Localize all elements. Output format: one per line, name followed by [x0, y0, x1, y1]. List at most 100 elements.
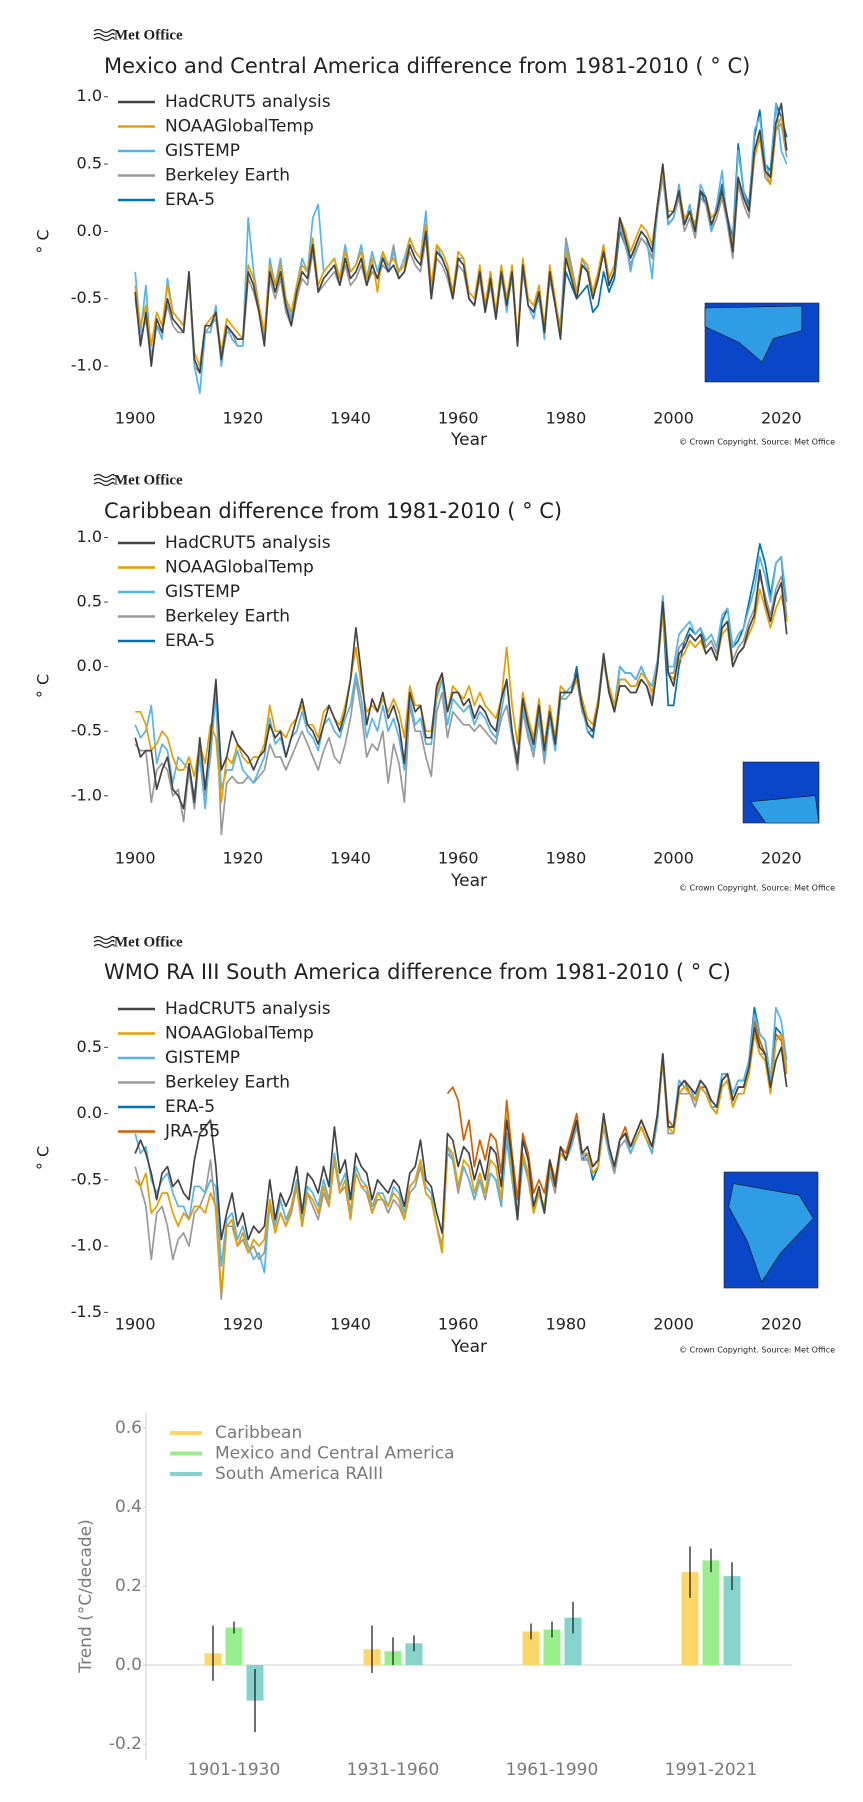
x-tick-label: 2020 — [761, 409, 802, 428]
logo-wave — [93, 935, 115, 941]
series-line — [134, 568, 788, 810]
logo-text: Met Office — [114, 934, 183, 950]
bar — [564, 1617, 582, 1666]
series-line — [134, 1026, 788, 1241]
map-land — [750, 795, 820, 824]
x-tick-label: 1900 — [115, 1315, 156, 1334]
x-tick-label: 1920 — [222, 1315, 263, 1334]
x-tick-label: 1920 — [222, 849, 263, 868]
x-tick-label: 1961-1990 — [506, 1760, 599, 1780]
y-axis-label: ° C — [34, 229, 53, 253]
y-tick-label: 1.0 — [77, 86, 102, 105]
x-tick-label: 1940 — [330, 1315, 371, 1334]
y-tick-label: 0.2 — [115, 1576, 142, 1596]
legend-label: NOAAGlobalTemp — [165, 558, 314, 578]
legend-label: GISTEMP — [165, 1048, 240, 1068]
x-tick-label: 1920 — [222, 409, 263, 428]
y-tick-label: 1.0 — [77, 527, 102, 546]
x-tick-label: 1960 — [438, 409, 479, 428]
logo: Met Office — [93, 27, 183, 43]
y-tick-label: -1.5 — [71, 1302, 102, 1321]
logo-wave — [93, 939, 115, 945]
legend-label: Caribbean — [215, 1423, 302, 1443]
y-tick-label: 0.0 — [115, 1655, 142, 1675]
bar — [723, 1576, 741, 1666]
legend-label: ERA-5 — [165, 190, 215, 210]
legend-label: GISTEMP — [165, 141, 240, 161]
y-tick-label: -1.0 — [71, 785, 102, 804]
y-tick-label: 0.5 — [77, 154, 102, 173]
legend-label: South America RAIII — [215, 1464, 383, 1484]
y-tick-label: 0.5 — [77, 592, 102, 611]
logo-wave — [93, 32, 115, 38]
legend-label: HadCRUT5 analysis — [165, 92, 331, 112]
credit: © Crown Copyright. Source: Met Office — [679, 438, 835, 447]
x-tick-label: 1980 — [546, 1315, 587, 1334]
bar — [225, 1627, 243, 1666]
x-tick-label: 1901-1930 — [188, 1760, 281, 1780]
bar — [405, 1643, 423, 1666]
y-tick-label: -0.5 — [71, 1169, 102, 1188]
legend-label: Mexico and Central America — [215, 1444, 455, 1464]
logo: Met Office — [93, 472, 183, 488]
chart-title: WMO RA III South America difference from… — [104, 960, 731, 984]
y-tick-label: -1.0 — [71, 356, 102, 375]
legend-label: ERA-5 — [165, 1097, 215, 1117]
y-axis-label: ° C — [34, 674, 53, 698]
credit: © Crown Copyright. Source: Met Office — [679, 884, 835, 893]
logo-text: Met Office — [114, 27, 183, 43]
x-tick-label: 1900 — [115, 849, 156, 868]
y-tick-label: -0.5 — [71, 288, 102, 307]
y-tick-label: 0.0 — [77, 656, 102, 675]
y-tick-label: -1.0 — [71, 1236, 102, 1255]
y-tick-label: 0.0 — [77, 1103, 102, 1122]
bar — [681, 1572, 699, 1666]
logo-text: Met Office — [114, 472, 183, 488]
inset-map — [742, 761, 820, 824]
legend-label: HadCRUT5 analysis — [165, 533, 331, 553]
x-tick-label: 1960 — [438, 849, 479, 868]
x-tick-label: 2020 — [761, 1315, 802, 1334]
x-tick-label: 1991-2021 — [665, 1760, 758, 1780]
y-tick-label: 0.0 — [77, 221, 102, 240]
logo-wave — [93, 477, 115, 483]
logo-wave — [93, 473, 115, 479]
y-axis-label: Trend (°C/decade) — [76, 1519, 96, 1674]
series-line — [134, 122, 788, 374]
series-line — [134, 555, 788, 810]
x-tick-label: 1931-1960 — [347, 1760, 440, 1780]
bar — [543, 1629, 561, 1666]
legend-label: JRA-55 — [164, 1122, 220, 1142]
y-tick-label: -0.5 — [71, 721, 102, 740]
map-land — [704, 305, 803, 363]
chart-title: Caribbean difference from 1981-2010 ( ° … — [104, 499, 562, 523]
legend-label: HadCRUT5 analysis — [165, 999, 331, 1019]
x-tick-label: 1980 — [546, 849, 587, 868]
y-tick-label: -0.2 — [109, 1734, 142, 1754]
logo-wave — [93, 481, 115, 487]
y-axis-label: ° C — [34, 1146, 53, 1170]
x-tick-label: 1980 — [546, 409, 587, 428]
legend-label: NOAAGlobalTemp — [165, 1024, 314, 1044]
x-tick-label: 1940 — [330, 409, 371, 428]
logo-wave — [93, 28, 115, 34]
series-line — [134, 575, 788, 836]
x-tick-label: 2000 — [653, 1315, 694, 1334]
chart-title: Mexico and Central America difference fr… — [104, 54, 750, 78]
series-line — [134, 1033, 788, 1294]
x-axis-label: Year — [450, 430, 487, 450]
legend-label: NOAAGlobalTemp — [165, 117, 314, 137]
x-tick-label: 2000 — [653, 849, 694, 868]
logo-wave — [93, 943, 115, 949]
legend-label: ERA-5 — [165, 631, 215, 651]
logo: Met Office — [93, 934, 183, 950]
legend-label: Berkeley Earth — [165, 607, 290, 627]
y-tick-label: 0.4 — [115, 1497, 142, 1517]
bar — [522, 1631, 540, 1666]
x-tick-label: 1960 — [438, 1315, 479, 1334]
y-tick-label: 0.6 — [115, 1418, 142, 1438]
credit: © Crown Copyright. Source: Met Office — [679, 1346, 835, 1355]
x-tick-label: 1900 — [115, 409, 156, 428]
